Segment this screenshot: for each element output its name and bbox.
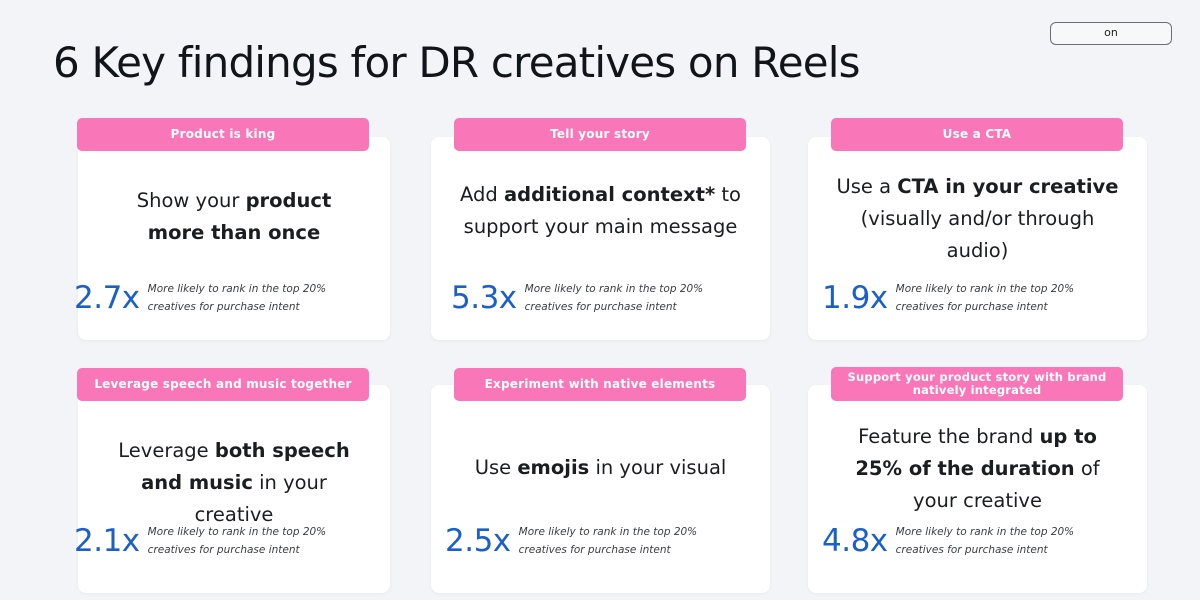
finding-stat: 5.3x More likely to rank in the top 20% … <box>451 280 703 316</box>
finding-tab: Tell your story <box>454 118 746 151</box>
stat-description: More likely to rank in the top 20% creat… <box>524 283 704 313</box>
finding-headline: Feature the brand up to 25% of the durat… <box>855 425 1100 512</box>
finding-stat: 1.9x More likely to rank in the top 20% … <box>822 280 1074 316</box>
card-body: Use emojis in your visual 2.5x More like… <box>431 385 770 593</box>
stat-description: More likely to rank in the top 20% creat… <box>518 526 698 556</box>
card-body: Use a CTA in your creative (visually and… <box>808 137 1147 340</box>
finding-headline: Leverage both speech and music in your c… <box>118 439 350 526</box>
card-body: Add additional context* to support your … <box>431 137 770 340</box>
stat-value: 2.1x <box>74 523 140 559</box>
stat-description: More likely to rank in the top 20% creat… <box>895 283 1075 313</box>
stat-value: 1.9x <box>822 280 888 316</box>
stat-description: More likely to rank in the top 20% creat… <box>895 526 1075 556</box>
finding-headline: Show your product more than once <box>136 189 332 244</box>
stat-value: 4.8x <box>822 523 888 559</box>
finding-tab: Leverage speech and music together <box>77 368 369 401</box>
finding-stat: 4.8x More likely to rank in the top 20% … <box>822 523 1074 559</box>
stat-description: More likely to rank in the top 20% creat… <box>147 526 327 556</box>
finding-tab: Support your product story with brand na… <box>831 367 1123 401</box>
card-body: Show your product more than once 2.7x Mo… <box>74 137 390 340</box>
finding-stat: 2.5x More likely to rank in the top 20% … <box>445 523 697 559</box>
stat-description: More likely to rank in the top 20% creat… <box>147 283 327 313</box>
card-body: Leverage both speech and music in your c… <box>74 385 390 593</box>
card-body: Feature the brand up to 25% of the durat… <box>808 385 1147 593</box>
finding-tab: Experiment with native elements <box>454 368 746 401</box>
toggle-button[interactable]: on <box>1050 22 1172 45</box>
finding-stat: 2.1x More likely to rank in the top 20% … <box>74 523 326 559</box>
finding-headline: Add additional context* to support your … <box>460 183 741 238</box>
finding-tab: Use a CTA <box>831 118 1123 151</box>
stat-value: 2.7x <box>74 280 140 316</box>
finding-headline: Use a CTA in your creative (visually and… <box>836 175 1119 262</box>
finding-stat: 2.7x More likely to rank in the top 20% … <box>74 280 326 316</box>
page-title: 6 Key findings for DR creatives on Reels <box>53 38 861 87</box>
finding-headline: Use emojis in your visual <box>474 456 727 479</box>
stat-value: 5.3x <box>451 280 517 316</box>
stat-value: 2.5x <box>445 523 511 559</box>
finding-tab: Product is king <box>77 118 369 151</box>
